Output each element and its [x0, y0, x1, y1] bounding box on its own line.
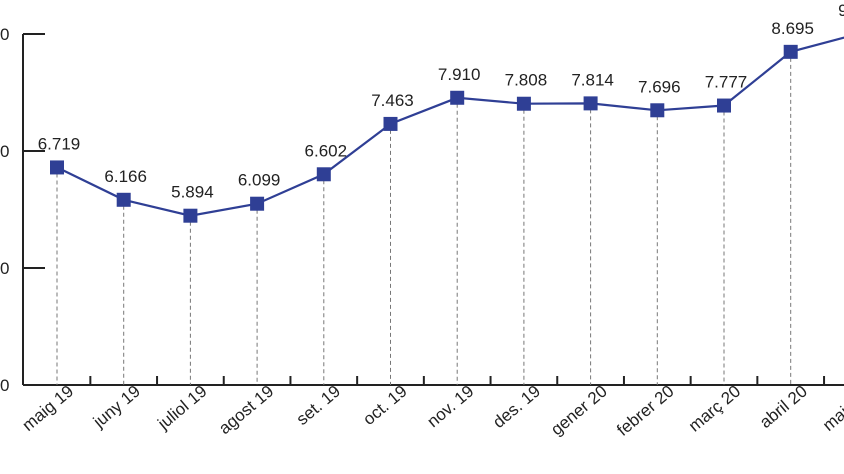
- data-point-marker: [450, 90, 465, 105]
- y-axis-labels: 0 0 0 0: [0, 25, 9, 395]
- data-label: 5.894: [171, 183, 214, 202]
- data-point-marker: [516, 96, 531, 111]
- data-label: 6.602: [305, 141, 348, 160]
- series: [50, 36, 844, 223]
- data-label: 6.166: [104, 167, 147, 186]
- x-tick-label: nov. 19: [423, 382, 477, 432]
- data-label: 7.808: [505, 71, 548, 90]
- data-label: 6.719: [38, 134, 81, 153]
- x-tick-label: març 20: [685, 382, 744, 436]
- y-tick-label: 0: [0, 142, 9, 161]
- x-tick-label: oct. 19: [359, 382, 410, 429]
- data-label: 6.099: [238, 171, 281, 190]
- x-tick-label: juliol 19: [153, 382, 210, 434]
- data-label: 9.000: [838, 1, 844, 20]
- data-labels: 6.719 6.166 5.894 6.099 6.602 7.463 7.910 7.808…: [38, 1, 844, 202]
- x-tick-label: maig 19: [19, 382, 78, 435]
- data-label: 8.695: [771, 19, 814, 38]
- data-point-marker: [250, 196, 265, 211]
- data-point-marker: [583, 96, 598, 111]
- x-tick-label: des. 19: [489, 382, 544, 432]
- data-point-marker: [316, 167, 331, 182]
- x-tick-label: febrer 20: [613, 382, 677, 440]
- x-axis-labels: maig 19 juny 19 juliol 19 agost 19 set. 19 oc…: [19, 382, 844, 440]
- data-label: 7.696: [638, 77, 681, 96]
- data-label: 7.777: [705, 73, 748, 92]
- data-point-marker: [183, 208, 198, 223]
- x-tick-label: set. 19: [293, 382, 344, 429]
- data-point-marker: [50, 160, 64, 175]
- axes: [22, 33, 844, 386]
- drop-lines: [56, 57, 792, 385]
- data-point-marker: [383, 116, 398, 131]
- y-tick-label: 0: [0, 376, 9, 395]
- data-point-marker: [116, 192, 131, 207]
- x-tick-label: juny 19: [89, 382, 144, 432]
- x-tick-label: agost 19: [215, 382, 277, 438]
- x-tick-label: abril 20: [756, 382, 811, 432]
- x-tick-label: maig 20: [819, 382, 844, 435]
- data-label: 7.910: [438, 65, 481, 84]
- data-point-marker: [650, 103, 665, 118]
- data-label: 7.463: [371, 91, 414, 110]
- y-tick-label: 0: [0, 259, 9, 278]
- data-point-marker: [717, 98, 731, 113]
- data-label: 7.814: [571, 70, 614, 89]
- x-tick-label: gener 20: [547, 382, 611, 440]
- data-point-marker: [783, 44, 798, 59]
- y-tick-label: 0: [0, 25, 9, 44]
